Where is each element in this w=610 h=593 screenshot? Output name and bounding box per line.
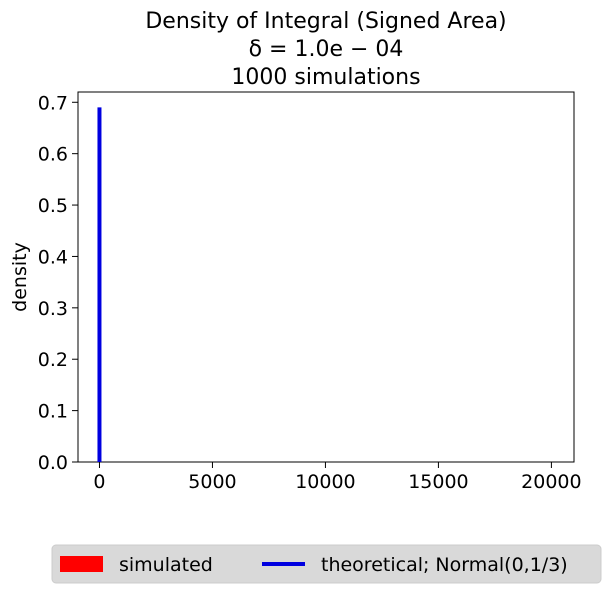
legend: simulated theoretical; Normal(0,1/3) bbox=[51, 544, 602, 584]
y-tick-label: 0.3 bbox=[38, 298, 68, 320]
y-tick-label: 0.5 bbox=[38, 195, 68, 217]
y-tick-label: 0.1 bbox=[38, 401, 68, 423]
y-tick-label: 0.4 bbox=[38, 246, 68, 268]
x-tick-label: 10000 bbox=[295, 471, 355, 493]
x-tick-label: 5000 bbox=[188, 471, 236, 493]
y-tick-label: 0.2 bbox=[38, 349, 68, 371]
chart-title-line-2: δ = 1.0e − 04 bbox=[249, 37, 404, 62]
legend-label-theoretical: theoretical; Normal(0,1/3) bbox=[321, 554, 568, 576]
y-tick-label: 0.6 bbox=[38, 144, 68, 166]
chart-title-line-3: 1000 simulations bbox=[231, 65, 420, 90]
plot-area bbox=[77, 91, 575, 463]
legend-label-simulated: simulated bbox=[119, 554, 213, 576]
legend-swatch-simulated bbox=[60, 556, 103, 572]
x-tick-label: 0 bbox=[93, 471, 105, 493]
chart-title: Density of Integral (Signed Area) δ = 1.… bbox=[145, 9, 506, 90]
x-axis: 0 5000 10000 15000 20000 bbox=[93, 462, 582, 493]
x-tick-label: 20000 bbox=[521, 471, 581, 493]
y-tick-label: 0.0 bbox=[38, 452, 68, 474]
legend-frame bbox=[51, 544, 602, 584]
y-tick-label: 0.7 bbox=[38, 92, 68, 114]
y-axis-label: density bbox=[9, 242, 31, 312]
chart-title-line-1: Density of Integral (Signed Area) bbox=[145, 9, 506, 34]
x-tick-label: 15000 bbox=[408, 471, 468, 493]
y-axis: 0.0 0.1 0.2 0.3 0.4 0.5 0.6 0.7 bbox=[38, 92, 78, 474]
